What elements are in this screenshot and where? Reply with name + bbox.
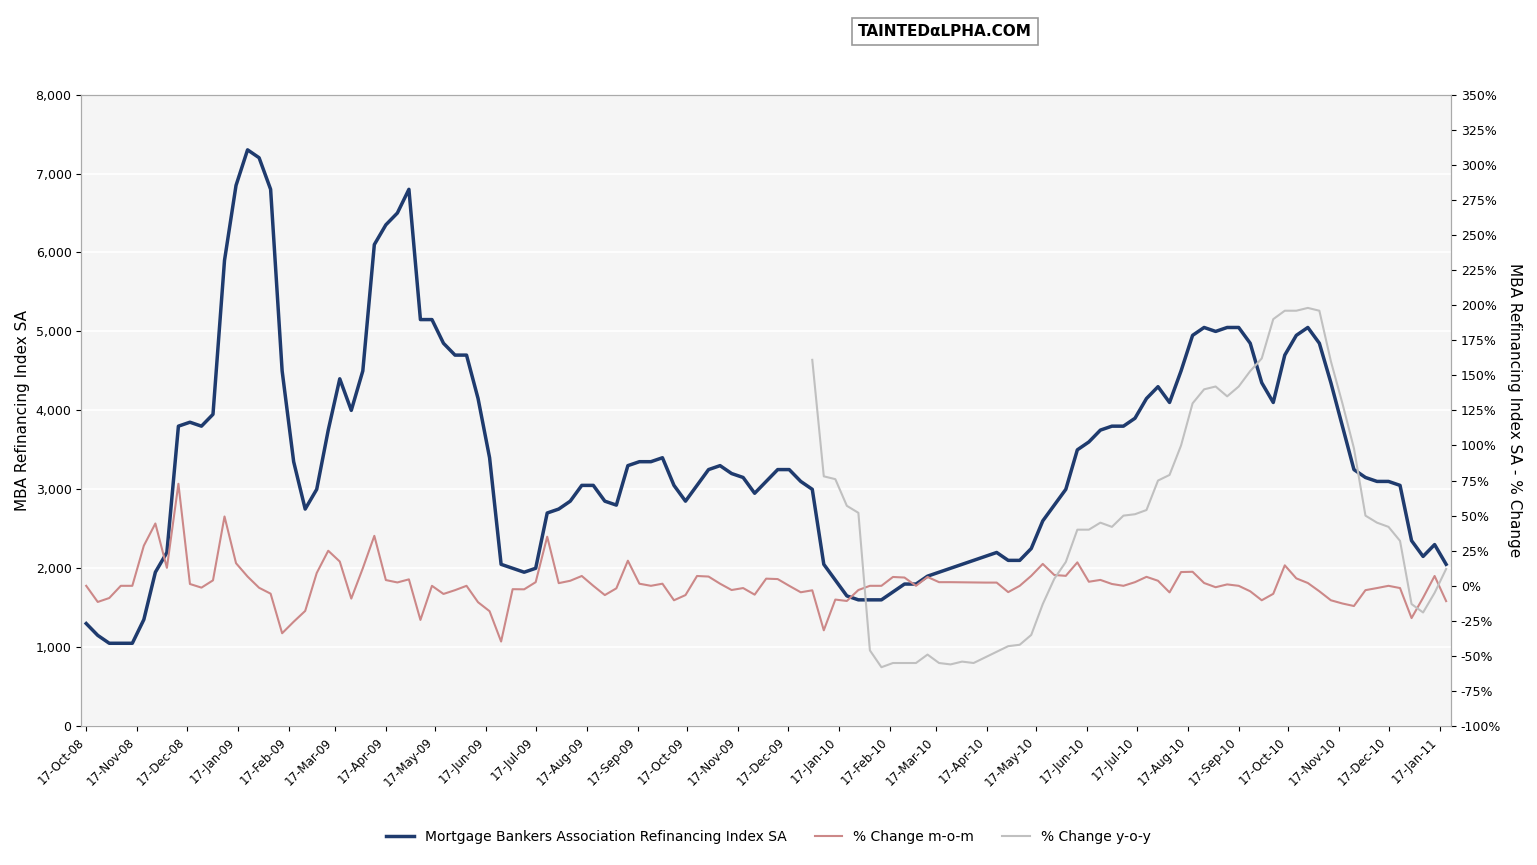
Text: TAINTEDαLPHA.COM: TAINTEDαLPHA.COM [858,24,1033,39]
Y-axis label: MBA Refinancing Index SA - % Change: MBA Refinancing Index SA - % Change [1506,263,1522,558]
Legend: Mortgage Bankers Association Refinancing Index SA, % Change m-o-m, % Change y-o-: Mortgage Bankers Association Refinancing… [381,824,1156,849]
Y-axis label: MBA Refinancing Index SA: MBA Refinancing Index SA [15,310,31,511]
